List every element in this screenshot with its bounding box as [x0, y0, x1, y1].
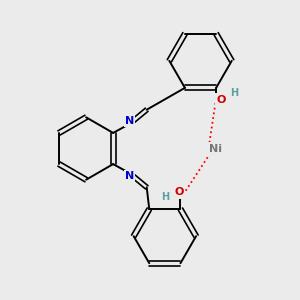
Text: Ni: Ni [209, 143, 222, 154]
Text: O: O [174, 187, 184, 197]
Text: H: H [161, 192, 169, 202]
Text: N: N [125, 116, 134, 126]
Text: H: H [230, 88, 238, 98]
Text: N: N [125, 171, 134, 181]
Text: O: O [217, 95, 226, 105]
